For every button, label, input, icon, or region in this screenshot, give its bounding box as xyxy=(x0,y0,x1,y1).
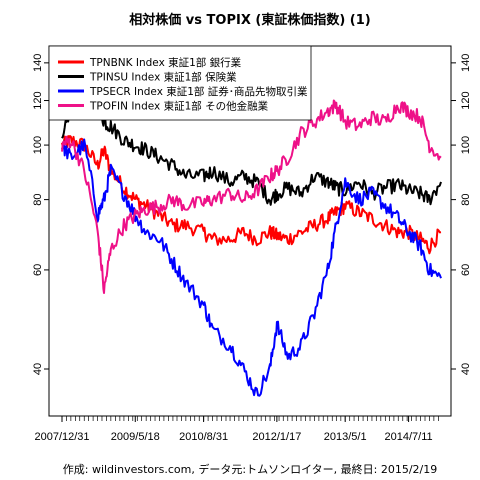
legend-label-1: TPNBNK Index 東証1部 銀行業 xyxy=(89,56,242,69)
x-tick-label: 2014/7/11 xyxy=(385,431,433,443)
legend-label-3: TPSECR Index 東証1部 証券･商品先物取引業 xyxy=(89,85,308,98)
y-tick-label-right: 80 xyxy=(460,193,472,205)
x-tick-label: 2010/8/31 xyxy=(179,431,228,443)
y-tick-label-left: 120 xyxy=(32,91,44,109)
y-tick-label-left: 60 xyxy=(32,264,44,276)
y-tick-label-left: 80 xyxy=(32,193,44,205)
plot-area xyxy=(61,86,442,397)
y-tick-label-right: 100 xyxy=(460,136,472,154)
legend: TPNBNK Index 東証1部 銀行業 TPINSU Index 東証1部 保… xyxy=(48,45,312,121)
y-tick-label-right: 40 xyxy=(460,363,472,375)
x-tick-label: 2013/5/1 xyxy=(324,431,367,443)
axes: 40 40 60 60 80 80 100 100 120 120 140 140 2007/12/31… xyxy=(32,54,472,443)
legend-box xyxy=(48,45,312,121)
series-line-2 xyxy=(61,86,442,206)
y-tick-label-right: 120 xyxy=(460,91,472,109)
y-tick-label-right: 140 xyxy=(460,54,472,72)
series-line-3 xyxy=(61,138,442,397)
legend-label-2: TPINSU Index 東証1部 保険業 xyxy=(89,71,237,84)
y-tick-label-right: 60 xyxy=(460,264,472,276)
legend-label-4: TPOFIN Index 東証1部 その他金融業 xyxy=(89,100,269,113)
series-line-4 xyxy=(61,99,442,294)
y-tick-label-left: 40 xyxy=(32,363,44,375)
y-tick-label-left: 100 xyxy=(32,136,44,154)
x-tick-label: 2007/12/31 xyxy=(34,431,89,443)
chart-caption: 作成: wildinvestors.com, データ元:トムソンロイター, 最終… xyxy=(63,462,437,476)
chart-title: 相対株価 vs TOPIX (東証株価指数) (1) xyxy=(129,12,370,28)
y-tick-label-left: 140 xyxy=(32,54,44,72)
x-tick-label: 2012/1/17 xyxy=(252,431,301,443)
x-tick-label: 2009/5/18 xyxy=(111,431,160,443)
